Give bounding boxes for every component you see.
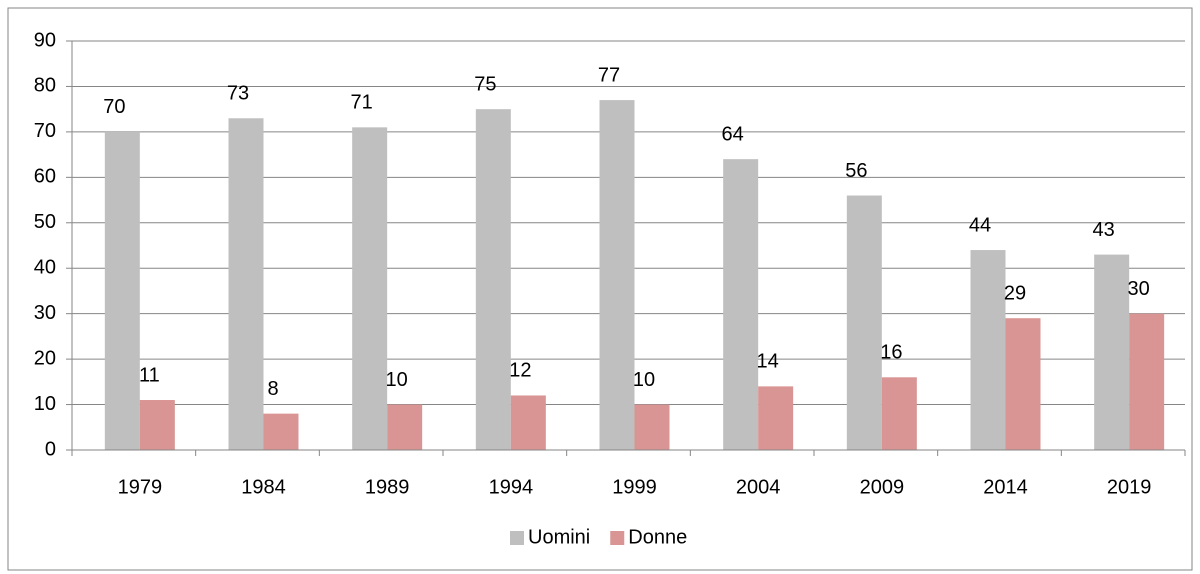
y-tick-label: 0 (45, 438, 56, 460)
x-tick-label: 1994 (489, 476, 534, 498)
bar (1129, 313, 1165, 450)
y-tick-label: 50 (34, 211, 56, 233)
data-label: 73 (227, 83, 249, 105)
y-tick-label: 30 (34, 302, 56, 324)
bar (970, 250, 1006, 450)
data-label: 10 (633, 369, 655, 391)
x-tick-label: 2019 (1107, 476, 1152, 498)
legend-label: Donne (628, 526, 687, 548)
data-label: 30 (1128, 278, 1150, 300)
bar (228, 118, 264, 450)
data-label: 70 (103, 96, 125, 118)
bar (881, 377, 917, 450)
data-label: 71 (351, 92, 373, 114)
data-label: 77 (598, 64, 620, 86)
bar (510, 395, 546, 450)
data-label: 75 (474, 73, 496, 95)
y-tick-label: 40 (34, 257, 56, 279)
bar (139, 400, 175, 450)
data-label: 8 (267, 378, 278, 400)
y-tick-label: 90 (34, 29, 56, 51)
y-tick-label: 70 (34, 120, 56, 142)
data-label: 14 (757, 351, 779, 373)
y-tick-label: 10 (34, 393, 56, 415)
x-tick-label: 2014 (983, 476, 1028, 498)
x-tick-label: 2009 (860, 476, 905, 498)
data-label: 29 (1004, 282, 1026, 304)
x-tick-label: 1979 (118, 476, 163, 498)
bar (263, 413, 299, 450)
data-label: 12 (509, 360, 531, 382)
bar (634, 404, 670, 450)
data-label: 44 (969, 214, 991, 236)
bar (1094, 254, 1130, 450)
y-tick-label: 20 (34, 347, 56, 369)
bar (387, 404, 423, 450)
data-label: 11 (139, 364, 160, 386)
legend-label: Uomini (528, 526, 590, 548)
data-label: 16 (880, 342, 902, 364)
x-tick-label: 2004 (736, 476, 781, 498)
bar (723, 159, 759, 450)
y-tick-label: 80 (34, 75, 56, 97)
bar (1005, 318, 1041, 450)
x-tick-label: 1984 (241, 476, 286, 498)
data-label: 56 (845, 160, 867, 182)
legend-swatch (610, 531, 625, 545)
data-label: 10 (386, 369, 408, 391)
bar (352, 127, 388, 450)
bar (846, 195, 882, 450)
data-label: 64 (722, 123, 744, 145)
legend-swatch (510, 531, 524, 545)
bar (758, 386, 794, 450)
data-label: 43 (1093, 219, 1115, 241)
x-tick-label: 1989 (365, 476, 410, 498)
bar (599, 100, 635, 451)
y-tick-label: 60 (34, 166, 56, 188)
x-tick-label: 1999 (612, 476, 657, 498)
bar (104, 131, 140, 450)
bar (475, 109, 511, 451)
